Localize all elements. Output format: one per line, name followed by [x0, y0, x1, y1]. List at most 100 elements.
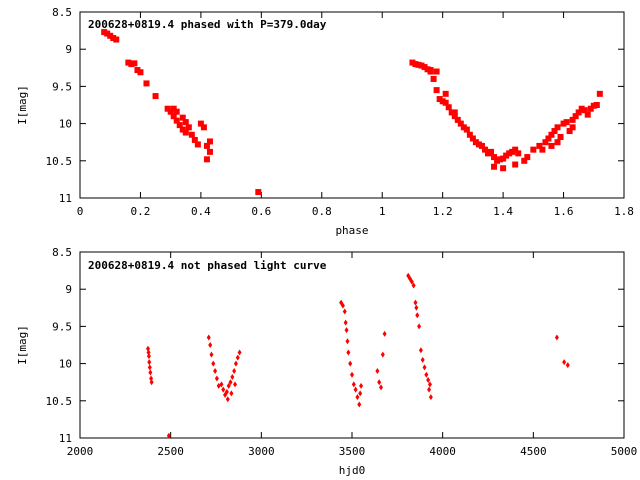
data-point	[581, 107, 588, 114]
data-point	[237, 349, 242, 356]
data-point	[560, 120, 567, 127]
data-point	[409, 59, 416, 66]
data-point	[545, 135, 552, 142]
data-point	[233, 381, 238, 388]
data-point	[164, 105, 171, 112]
y-tick-label: 9.5	[52, 80, 72, 93]
data-point	[596, 90, 603, 97]
data-point	[457, 120, 464, 127]
data-point	[146, 349, 151, 356]
chart-title: 200628+0819.4 phased with P=379.0day	[88, 18, 327, 31]
y-tick-label: 11	[59, 192, 72, 205]
data-point	[137, 69, 144, 76]
data-point	[421, 64, 428, 71]
data-point	[466, 131, 473, 138]
data-point	[491, 154, 498, 161]
data-points	[146, 272, 570, 439]
data-point	[225, 396, 230, 403]
data-point	[485, 150, 491, 157]
x-axis-label: phase	[335, 224, 368, 237]
x-tick-label: 1.2	[433, 205, 453, 218]
data-point	[424, 66, 431, 73]
data-point	[512, 146, 519, 153]
data-point	[409, 278, 414, 285]
x-tick-label: 0.4	[191, 205, 211, 218]
data-point	[143, 80, 150, 87]
data-point	[500, 165, 507, 172]
data-point	[548, 131, 555, 138]
data-point	[593, 102, 600, 108]
data-point	[557, 133, 564, 140]
data-point	[415, 312, 420, 319]
y-axis-label: I[mag]	[16, 85, 29, 125]
data-point	[375, 368, 380, 375]
data-point	[565, 362, 570, 369]
data-point	[146, 353, 151, 360]
data-point	[569, 116, 576, 123]
data-point	[412, 61, 419, 68]
data-point	[436, 96, 443, 103]
data-point	[188, 131, 195, 138]
data-point	[548, 142, 555, 149]
data-point	[230, 373, 235, 380]
x-tick-label: 4000	[429, 445, 456, 458]
x-tick-label: 4500	[520, 445, 547, 458]
data-point	[590, 102, 597, 109]
data-point	[554, 124, 561, 131]
data-point	[426, 376, 431, 383]
data-point	[488, 148, 495, 155]
data-point	[152, 93, 159, 100]
phased-light-curve-panel: 200628+0819.4 phased with P=379.0day pha…	[16, 6, 634, 237]
y-tick-label: 9	[65, 43, 72, 56]
data-point	[575, 109, 582, 116]
data-point	[542, 139, 549, 146]
x-tick-label: 1.6	[554, 205, 574, 218]
data-point	[572, 113, 579, 120]
data-point	[209, 351, 214, 358]
data-point	[563, 119, 570, 126]
data-point	[554, 139, 561, 146]
data-point	[379, 384, 384, 391]
x-tick-label: 0.2	[131, 205, 151, 218]
data-point	[134, 67, 141, 74]
data-point	[213, 368, 218, 375]
data-point	[340, 302, 345, 309]
data-point	[418, 62, 425, 69]
data-point	[463, 126, 470, 133]
x-tick-labels: 2000 2500 3000 3500 4000 4500 5000	[67, 252, 637, 458]
data-point	[427, 381, 432, 388]
unphased-light-curve-panel: 200628+0819.4 not phased light curve hjd…	[16, 246, 637, 477]
data-point	[107, 32, 114, 39]
data-point	[166, 432, 171, 439]
data-point	[343, 319, 348, 326]
data-point	[497, 156, 504, 163]
data-point	[125, 59, 132, 66]
data-point	[481, 146, 488, 153]
data-point	[427, 67, 434, 74]
data-point	[348, 360, 353, 367]
data-point	[179, 114, 186, 121]
data-point	[418, 347, 423, 354]
y-tick-label: 10	[59, 358, 72, 371]
data-point	[451, 113, 458, 120]
data-point	[506, 150, 513, 157]
data-point	[221, 386, 226, 393]
data-point	[428, 394, 433, 401]
data-point	[203, 156, 210, 163]
y-tick-label: 9	[65, 283, 72, 296]
y-tick-labels: 8.5 9 9.5 10 10.5 11	[46, 246, 624, 445]
data-point	[578, 105, 585, 112]
data-point	[170, 113, 177, 120]
data-point	[433, 87, 440, 94]
data-point	[226, 382, 231, 389]
data-point	[101, 29, 108, 36]
data-point	[176, 122, 183, 129]
data-point	[219, 381, 224, 388]
data-point	[415, 61, 422, 68]
y-tick-label: 10.5	[46, 155, 73, 168]
y-tick-label: 9.5	[52, 320, 72, 333]
data-point	[475, 141, 482, 148]
data-point	[414, 304, 419, 311]
data-point	[442, 90, 449, 97]
data-point	[211, 360, 216, 367]
